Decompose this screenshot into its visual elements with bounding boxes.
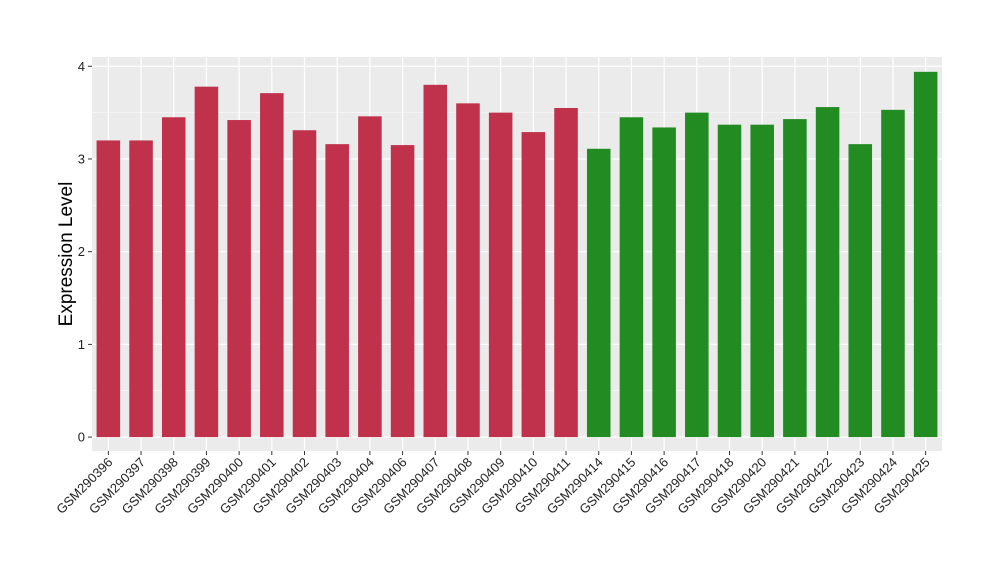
plot-panel — [92, 57, 942, 451]
bar-gsm290406 — [390, 145, 415, 438]
bar-gsm290423 — [848, 144, 873, 438]
bar-gsm290409 — [488, 112, 513, 438]
bar-gsm290404 — [358, 116, 382, 438]
bar-gsm290397 — [129, 140, 153, 438]
bar-gsm290425 — [913, 71, 938, 438]
bar-gsm290396 — [96, 140, 121, 438]
bar-gsm290408 — [456, 103, 480, 438]
x-axis: GSM290396GSM290397GSM290398GSM290399GSM2… — [53, 451, 933, 517]
bar-gsm290398 — [161, 117, 186, 438]
bar-gsm290418 — [717, 124, 742, 438]
bar-gsm290420 — [750, 124, 774, 438]
bar-gsm290403 — [325, 144, 349, 438]
bar-gsm290402 — [292, 130, 317, 438]
bar-gsm290399 — [194, 86, 219, 438]
bar-gsm290410 — [521, 132, 546, 438]
bars — [96, 71, 938, 438]
y-tick-label: 0 — [78, 430, 85, 445]
bar-gsm290416 — [652, 127, 676, 438]
y-tick-label: 4 — [78, 59, 85, 74]
y-axis: 0 1 2 3 4 — [78, 59, 92, 445]
bar-gsm290421 — [783, 119, 807, 438]
bar-gsm290407 — [423, 84, 448, 438]
y-axis-title: Expression Level — [56, 182, 77, 327]
y-tick-label: 3 — [78, 151, 85, 166]
bar-gsm290411 — [554, 107, 578, 438]
bar-gsm290400 — [227, 120, 251, 438]
bar-gsm290424 — [881, 109, 905, 438]
y-tick-label: 1 — [78, 337, 85, 352]
bar-gsm290417 — [685, 112, 709, 438]
y-tick-label: 2 — [78, 244, 85, 259]
bar-gsm290401 — [260, 93, 284, 438]
bar-gsm290414 — [586, 148, 611, 438]
bar-gsm290415 — [619, 117, 644, 438]
bar-gsm290422 — [815, 107, 840, 438]
